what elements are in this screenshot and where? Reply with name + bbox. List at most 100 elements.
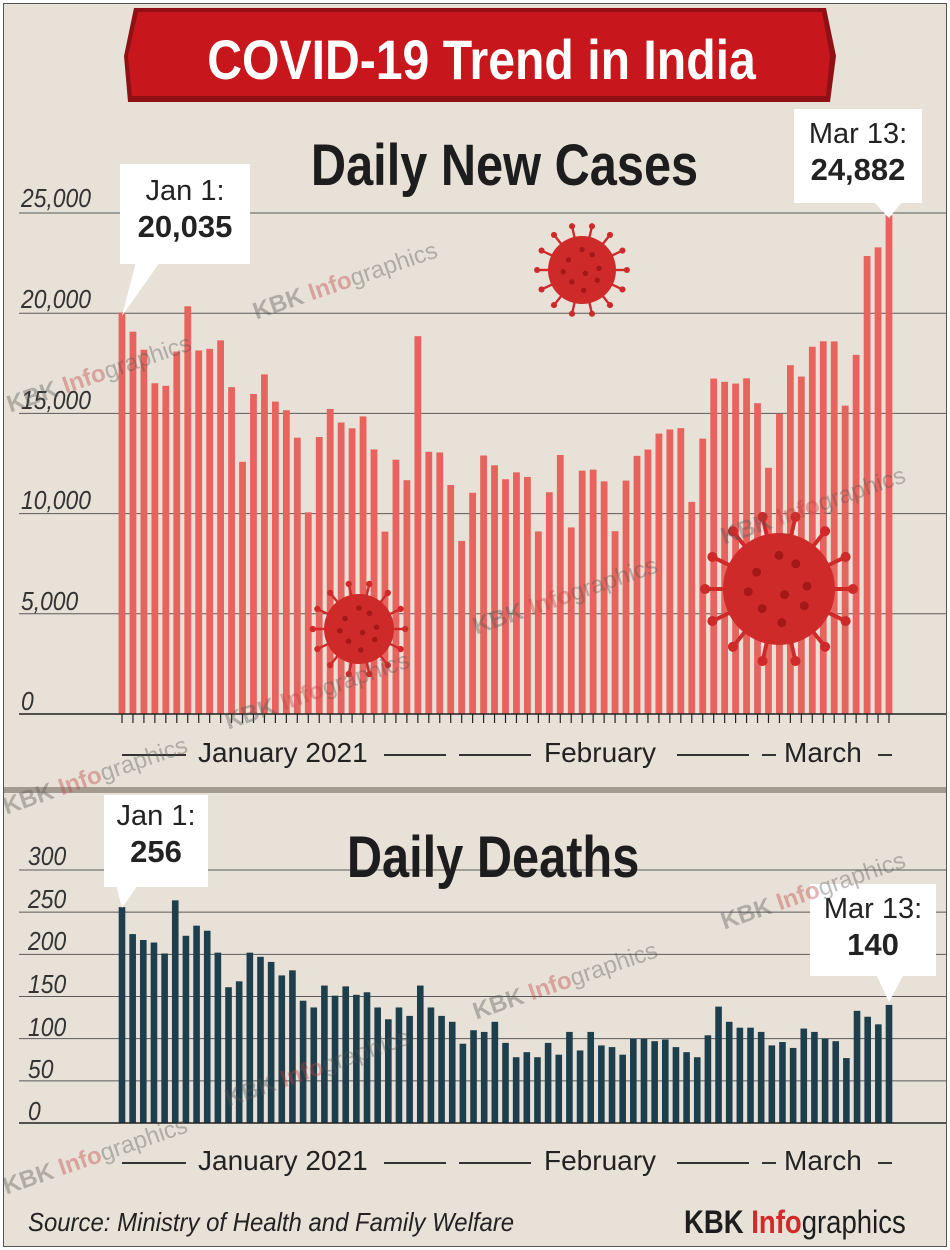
deaths-bar (523, 1052, 531, 1123)
virus-dot (560, 268, 567, 275)
deaths-bar (672, 1047, 680, 1123)
virus-dot (342, 615, 348, 622)
cases-axis-dash (762, 754, 776, 756)
deaths-bar (385, 1019, 392, 1123)
cases-bar (173, 351, 181, 714)
cases-bar (710, 378, 718, 714)
deaths-callout-end-pointer (876, 974, 904, 1002)
cases-bar (874, 247, 882, 714)
virus-spike-tip (345, 580, 352, 588)
deaths-ytick-50: 50 (28, 1054, 54, 1084)
virus-spike-tip (619, 247, 626, 254)
virus-spike-tip (790, 511, 801, 522)
cases-axis-dash (384, 754, 446, 756)
virus-spike-tip (700, 583, 711, 595)
virus-spike-tip (534, 266, 541, 274)
deaths-bar (864, 1016, 871, 1123)
virus-dot (594, 277, 601, 283)
deaths-ytick-100: 100 (28, 1012, 67, 1042)
cases-bar (688, 501, 696, 714)
cases-bar (863, 256, 871, 714)
deaths-ytick-250: 250 (28, 884, 67, 914)
virus-spike-tip (727, 641, 738, 652)
cases-bar (534, 531, 542, 714)
deaths-axis-dash (762, 1162, 776, 1164)
cases-bar (151, 383, 159, 714)
cases-bar (611, 531, 619, 714)
cases-bar (721, 381, 729, 714)
deaths-bar (278, 975, 286, 1123)
cases-bar (403, 480, 411, 714)
deaths-bar (693, 1057, 701, 1123)
deaths-bar (331, 995, 339, 1123)
virus-spike-tip (790, 656, 801, 667)
deaths-bar (832, 1041, 840, 1123)
virus-dot (569, 279, 575, 285)
cases-bar (293, 437, 301, 714)
cases-bar (699, 438, 707, 714)
virus-dot (357, 647, 364, 653)
virus-dot (371, 636, 378, 643)
deaths-bar (555, 1054, 563, 1123)
virus-spike-tip (384, 661, 391, 669)
cases-bar (830, 341, 838, 714)
cases-bar (436, 452, 444, 714)
cases-month-february: February (544, 737, 657, 768)
deaths-callout-start-pointer (116, 885, 138, 908)
deaths-bar (598, 1045, 605, 1123)
deaths-bar (257, 956, 264, 1123)
virus-dot (579, 246, 585, 253)
cases-bar (578, 470, 586, 714)
deaths-bar (374, 1007, 381, 1123)
virus-spike-tip (550, 231, 558, 238)
deaths-bar (757, 1031, 765, 1123)
virus-dot (777, 618, 787, 628)
deaths-ytick-300: 300 (28, 841, 67, 871)
cases-bar (348, 428, 356, 714)
deaths-bar (619, 1054, 626, 1123)
section-divider (4, 787, 946, 793)
cases-bar (282, 410, 290, 714)
cases-bar (217, 340, 225, 714)
deaths-axis-dash (677, 1162, 749, 1164)
virus-spike-tip (840, 551, 851, 562)
deaths-bar (491, 1021, 499, 1123)
deaths-bar (587, 1031, 595, 1123)
deaths-bar (363, 992, 371, 1123)
deaths-callout-start-label: Jan 1: (116, 800, 196, 832)
cases-bar (513, 472, 520, 714)
cases-axis-dash (677, 754, 749, 756)
virus-spike-tip (606, 302, 614, 309)
brand-kbk: KBK (684, 1204, 744, 1240)
title-banner (124, 8, 836, 102)
deaths-bar (811, 1031, 818, 1123)
deaths-ytick-200: 200 (28, 926, 67, 956)
deaths-bar (267, 961, 275, 1123)
deaths-bar (821, 1038, 829, 1123)
cases-bar (677, 428, 685, 714)
virus-icon (309, 580, 409, 678)
virus-spike-tip (345, 670, 352, 678)
virus-spike-tip (314, 605, 321, 613)
brand-logo: KBK Infographics (684, 1204, 906, 1241)
source-note: Source: Ministry of Health and Family We… (28, 1207, 515, 1237)
cases-bar (502, 479, 509, 714)
cases-bar (228, 387, 235, 714)
virus-spike-tip (550, 302, 558, 309)
cases-bar (600, 481, 608, 714)
virus-dot (589, 251, 595, 258)
virus-dot (336, 627, 343, 634)
virus-dot (345, 638, 352, 645)
cases-bar (118, 312, 126, 714)
cases-bar (622, 480, 630, 714)
virus-dot (359, 629, 366, 636)
deaths-bar (747, 1027, 754, 1123)
deaths-bar (800, 1028, 808, 1123)
deaths-bar (203, 930, 211, 1123)
deaths-bar (661, 1039, 669, 1123)
deaths-callout-start-value: 256 (130, 834, 182, 869)
virus-dot (582, 270, 589, 277)
virus-spike-tip (588, 310, 596, 317)
cases-callout-end-pointer (874, 202, 902, 218)
virus-spike-tip (397, 605, 404, 613)
